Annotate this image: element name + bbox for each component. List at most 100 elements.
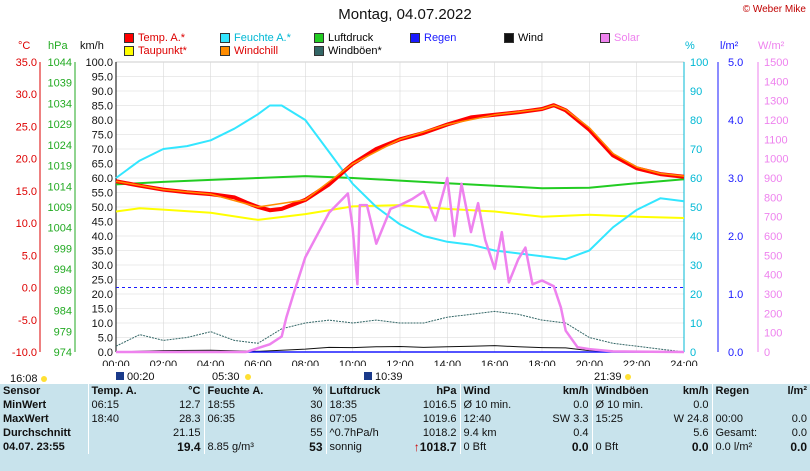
tick-label-temp: -5.0 bbox=[18, 315, 37, 327]
tick-label-pressure: 1024 bbox=[48, 140, 72, 152]
tick-label-wind: 40.0 bbox=[92, 231, 113, 243]
tick-label-solar: 500 bbox=[764, 250, 782, 262]
cell: 12:40 bbox=[459, 412, 528, 426]
tick-label-humidity: 40 bbox=[690, 231, 702, 243]
tick-label-pressure: 1009 bbox=[48, 202, 72, 214]
tick-label-temp: 15.0 bbox=[16, 186, 37, 198]
cell: 0 Bft bbox=[459, 440, 528, 454]
legend-item-rain: Regen bbox=[410, 32, 456, 44]
cell: 18:40 bbox=[87, 412, 142, 426]
header-wind-unit: km/h bbox=[562, 385, 589, 397]
sunrise-label: 05:30 bbox=[212, 371, 240, 383]
header-rain-unit: l/m² bbox=[787, 385, 807, 397]
chart-title: Montag, 04.07.2022 bbox=[338, 6, 472, 23]
tick-label-humidity: 60 bbox=[690, 173, 702, 185]
tick-label-solar: 0 bbox=[764, 347, 770, 359]
tick-label-temp: 35.0 bbox=[16, 57, 37, 69]
tick-label-wind: 80.0 bbox=[92, 115, 113, 127]
cell: 0.0 bbox=[571, 440, 589, 454]
series-line-luftdruck bbox=[115, 175, 685, 190]
legend-item-dewpoint: Taupunkt* bbox=[124, 45, 187, 57]
tick-label-temp: 25.0 bbox=[16, 121, 37, 133]
unit-temp: °C bbox=[18, 40, 31, 52]
cell: 9.4 km bbox=[459, 426, 528, 440]
cell: 0.0 bbox=[791, 427, 807, 439]
tick-label-solar: 1300 bbox=[764, 96, 788, 108]
tick-label-temp: 0.0 bbox=[22, 283, 37, 295]
tick-label-pressure: 1019 bbox=[48, 161, 72, 173]
header-rain: Regen bbox=[711, 384, 770, 398]
tick-label-solar: 400 bbox=[764, 270, 782, 282]
legend-swatch-temp bbox=[124, 33, 134, 43]
tick-label-humidity: 90 bbox=[690, 86, 702, 98]
cell: 0.0 bbox=[791, 413, 807, 425]
moonset-icon bbox=[364, 372, 372, 380]
tick-label-wind: 75.0 bbox=[92, 130, 113, 142]
legend-swatch-pressure bbox=[314, 33, 324, 43]
header-wind: Wind bbox=[459, 384, 528, 398]
table-row: MinWert 06:15 12.7 18:55 30 18:35 1016.5… bbox=[0, 398, 810, 412]
legend-swatch-gust bbox=[314, 46, 324, 56]
tick-label-humidity: 50 bbox=[690, 202, 702, 214]
cell bbox=[770, 398, 810, 412]
tick-label-temp: 20.0 bbox=[16, 154, 37, 166]
tick-label-wind: 5.0 bbox=[98, 333, 113, 345]
tick-label-humidity: 70 bbox=[690, 144, 702, 156]
cell: ^0.7hPa/h bbox=[325, 426, 386, 440]
cell: 18:55 bbox=[203, 398, 268, 412]
cell: 30 bbox=[310, 399, 323, 411]
tick-label-wind: 65.0 bbox=[92, 159, 113, 171]
tick-label-solar: 600 bbox=[764, 231, 782, 243]
cell: 00:00 bbox=[711, 412, 770, 426]
legend-item-windchill: Windchill bbox=[220, 45, 278, 57]
cell bbox=[87, 440, 142, 454]
header-press: Luftdruck bbox=[325, 384, 386, 398]
tick-label-wind: 30.0 bbox=[92, 260, 113, 272]
cell: Gesamt: bbox=[711, 426, 770, 440]
sunset-label: 21:39 bbox=[594, 371, 622, 383]
header-gust: Windböen bbox=[591, 384, 662, 398]
header-hum-unit: % bbox=[312, 385, 323, 397]
tick-label-solar: 100 bbox=[764, 328, 782, 340]
tick-label-temp: 5.0 bbox=[22, 250, 37, 262]
tick-label-rain: 3.0 bbox=[728, 173, 743, 185]
cell: 8.85 g/m³ bbox=[203, 440, 268, 454]
cell: SW 3.3 bbox=[552, 413, 589, 425]
legend-item-wind: Wind bbox=[504, 32, 543, 44]
cell: 0.0 l/m² bbox=[711, 440, 770, 454]
series-line-tempa bbox=[115, 103, 685, 213]
legend-item-temp: Temp. A.* bbox=[124, 32, 185, 44]
legend-swatch-humidity bbox=[220, 33, 230, 43]
cell: 06:35 bbox=[203, 412, 268, 426]
cell: 0.0 bbox=[790, 440, 807, 454]
cell: 5.6 bbox=[693, 427, 709, 439]
cell: Ø 10 min. bbox=[591, 398, 662, 412]
tick-label-rain: 0.0 bbox=[728, 347, 743, 359]
row-label: Durchschnitt bbox=[3, 427, 71, 439]
moonrise-label: 00:20 bbox=[127, 371, 155, 383]
tick-label-pressure: 1044 bbox=[48, 57, 72, 69]
header-press-unit: hPa bbox=[436, 385, 457, 397]
tick-label-humidity: 10 bbox=[690, 318, 702, 330]
stats-table: Sensor Temp. A. °C Feuchte A. % Luftdruc… bbox=[0, 384, 810, 471]
table-row: MaxWert 18:40 28.3 06:35 86 07:05 1019.6… bbox=[0, 412, 810, 426]
tick-label-wind: 60.0 bbox=[92, 173, 113, 185]
unit-rain: l/m² bbox=[720, 40, 739, 52]
tick-label-pressure: 1039 bbox=[48, 78, 72, 90]
tick-label-wind: 45.0 bbox=[92, 217, 113, 229]
tick-label-pressure: 1034 bbox=[48, 98, 72, 110]
cell bbox=[711, 398, 770, 412]
tick-label-rain: 1.0 bbox=[728, 289, 743, 301]
tick-label-wind: 70.0 bbox=[92, 144, 113, 156]
legend-item-solar: Solar bbox=[600, 32, 640, 44]
legend-item-gust: Windböen* bbox=[314, 45, 382, 57]
tick-label-rain: 2.0 bbox=[728, 231, 743, 243]
tick-label-wind: 100.0 bbox=[85, 57, 113, 69]
legend-swatch-dewpoint bbox=[124, 46, 134, 56]
header-hum: Feuchte A. bbox=[203, 384, 268, 398]
cell: ↑1018.7 bbox=[413, 440, 457, 454]
tick-label-pressure: 989 bbox=[54, 285, 72, 297]
tick-label-wind: 10.0 bbox=[92, 318, 113, 330]
cell: 18:35 bbox=[325, 398, 386, 412]
sunrise-icon bbox=[245, 374, 251, 380]
